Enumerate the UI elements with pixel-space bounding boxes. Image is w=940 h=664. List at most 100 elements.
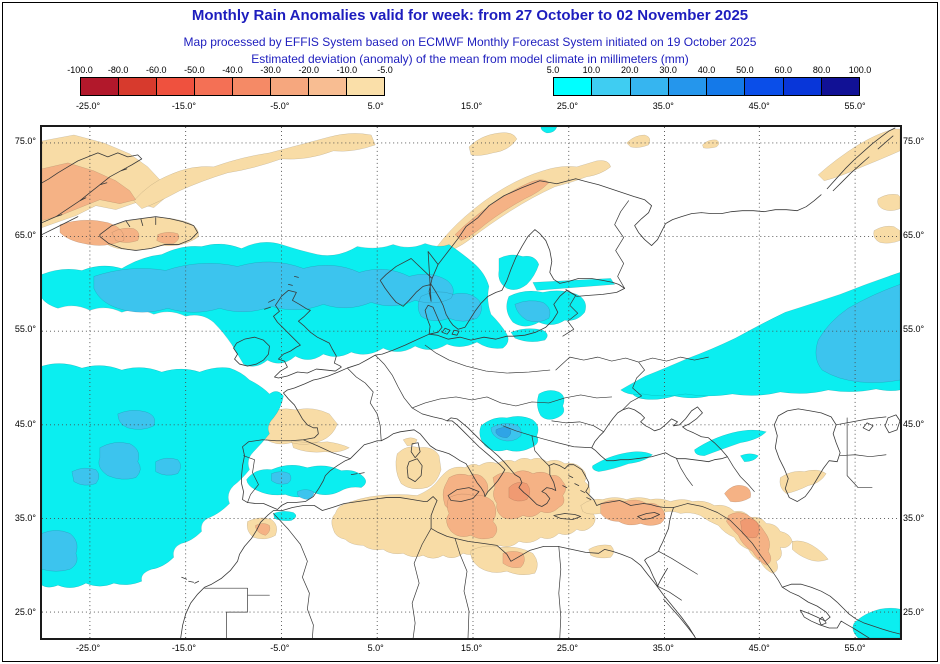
coast-arabia-gulf [663,583,900,638]
legend-cell [271,78,309,95]
graticule [42,127,900,638]
legend-negative-colorbar [80,77,385,96]
longitude-label: 15.0° [460,643,483,653]
longitude-label: 45.0° [748,101,770,111]
legend-cell [347,78,384,95]
longitude-label: -25.0° [75,101,101,111]
legend-cell [745,78,784,95]
tan-norway-band [436,160,611,253]
orange-norway-core [454,179,550,241]
tan-novaya-zemlya [817,128,900,340]
orange-zagros [255,485,772,566]
coast-caspian-aral [773,408,900,502]
longitude-label: 15.0° [460,101,483,111]
longitude-label: 45.0° [748,643,770,653]
latitude-label: 65.0° [903,230,925,241]
legend-cell [157,78,195,95]
tan-iceland-ne-band [133,133,376,209]
orange-tunisia-tripoli [446,493,525,569]
coast-ireland [233,336,270,367]
longitude-label: 55.0° [844,101,866,111]
latitude-label: 45.0° [14,418,36,429]
blue-eastern-core [815,284,900,383]
latitude-label: 75.0° [903,136,925,146]
latitude-label: 35.0° [903,512,925,523]
legend-cell [707,78,746,95]
coast-scandinavia-europe [241,178,674,587]
legend-tick-label: -30.0 [260,65,281,75]
legend-cell [81,78,119,95]
legend-tick-label: -80.0 [107,65,129,75]
country-borders [204,200,887,638]
longitude-label: 55.0° [844,643,866,653]
legend-tick-label: 80.0 [812,65,831,75]
legend-cell [821,78,859,95]
latitude-label: 55.0° [14,324,36,335]
legend-positive-colorbar [553,77,860,96]
legend-tick-label: -5.0 [377,65,393,75]
legend-cell [783,78,822,95]
coast-black-sea [591,406,728,463]
coast-islands-med [181,442,660,584]
coast-kola-arctic [575,127,896,246]
cyan-romania [537,390,565,420]
longitude-label: 5.0° [367,643,384,653]
longitude-label: -25.0° [75,643,101,653]
cyan-top-sliver [540,127,558,134]
longitude-label: 25.0° [556,101,578,111]
subtitle-source: Map processed by EFFIS System based on E… [183,35,757,49]
legend-cell [309,78,347,95]
blue-baltic-core [514,300,551,323]
legend-cell [119,78,157,95]
blue-atlantic-cores [42,410,181,572]
legend-cell [668,78,707,95]
legend-positive-labels: 5.0 10.0 20.0 30.0 40.0 50.0 60.0 80.0 100.0 [547,65,872,75]
legend-tick-label: 40.0 [697,65,716,75]
longitude-label: -5.0° [270,101,290,111]
europe-anomaly-map [42,127,900,638]
coast-britain [264,276,342,379]
latitude-label: 25.0° [14,607,36,617]
legend-tick-label: 20.0 [620,65,639,75]
latitude-label: 35.0° [14,512,36,523]
longitude-label: 25.0° [556,643,578,653]
legend-tick-label: 5.0 [546,65,560,75]
latitude-label: 75.0° [14,136,36,146]
longitude-label: -15.0° [171,643,196,653]
coast-north-africa [180,496,696,638]
map-frame [40,125,902,640]
legend-cell [592,78,631,95]
longitude-labels-top: -25.0° -15.0° -5.0° 5.0° 15.0° 25.0° 35.0° 45.0… [0,101,940,113]
tan-biscay-france [258,408,350,453]
legend-tick-label: 60.0 [774,65,793,75]
deep-blue-balkans-spot [495,427,512,439]
longitude-label: -15.0° [171,101,196,111]
legend-tick-label: 10.0 [582,65,601,75]
legend-tick-label: -50.0 [184,65,205,75]
tan-sardinia-area [395,437,442,490]
coast-iceland [99,216,199,251]
subtitle-units: Estimated deviation (anomaly) of the mea… [251,52,689,66]
orange-greece-ionian [492,470,567,520]
legend-tick-label: 100.0 [848,65,872,75]
longitude-labels-bottom: -25.0° -15.0° -5.0° 5.0° 15.0° 25.0° 35.0° 45.0… [0,643,940,655]
latitude-label: 55.0° [903,324,925,335]
tan-top-spots [468,132,720,156]
legend-tick-label: -40.0 [222,65,243,75]
legend-negative-labels: -100.0 -80.0 -60.0 -50.0 -40.0 -30.0 -20.0 -10.… [67,65,393,75]
latitude-label: 65.0° [14,230,36,241]
legend-tick-label: -10.0 [336,65,358,75]
coastlines [42,127,900,638]
legend-cell [554,78,593,95]
legend-cell [233,78,271,95]
legend-tick-label: -60.0 [145,65,167,75]
cyan-persian-gulf-corner [852,607,900,638]
longitude-label: 5.0° [367,101,384,111]
cyan-caucasus [694,429,767,462]
legend-tick-label: -100.0 [67,65,93,75]
legend-tick-label: -20.0 [298,65,320,75]
longitude-label: 35.0° [652,643,674,653]
cyan-west-atlantic-mass [42,363,284,588]
cyan-north-turkey-sliver [592,451,654,472]
